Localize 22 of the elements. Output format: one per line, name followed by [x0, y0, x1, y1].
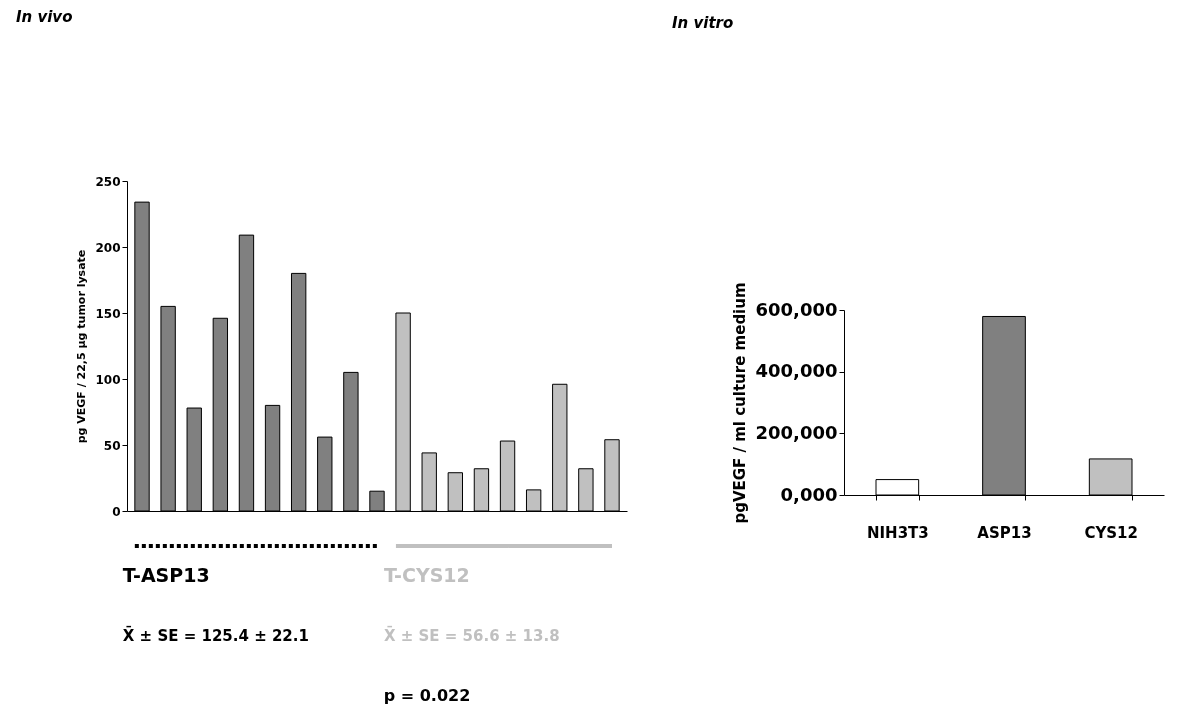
y-tick-label: 50	[103, 438, 121, 453]
y-tick-label: 600,000	[755, 298, 838, 320]
x-tick-label: ASP13	[977, 523, 1032, 542]
text: In vitro	[672, 14, 734, 32]
text: X̄ ± SE = 56.6 ± 13.8	[383, 625, 560, 645]
text: T-CYS12	[383, 564, 470, 586]
text: p = 0.022	[383, 686, 471, 705]
y-tick-label: 200	[95, 240, 121, 255]
x-tick-label: NIH3T3	[866, 523, 929, 542]
y-tick-label: 200,000	[755, 421, 838, 443]
text: T-ASP13	[122, 564, 210, 586]
text: X̄ ± SE = 125.4 ± 22.1	[122, 625, 309, 645]
y-axis-title: pgVEGF / ml culture medium	[730, 282, 749, 524]
x-tick-label: CYS12	[1084, 523, 1138, 542]
y-tick-label: 100	[95, 372, 121, 387]
y-tick-label: 0,000	[780, 483, 838, 505]
y-tick-label: 0	[112, 504, 121, 519]
y-tick-label: 400,000	[755, 360, 838, 382]
y-tick-label: 250	[95, 174, 121, 189]
chart-title: In vivo	[15, 8, 73, 26]
y-axis-title: pg VEGF / 22,5 µg tumor lysate	[75, 249, 89, 444]
y-tick-label: 150	[95, 306, 121, 321]
